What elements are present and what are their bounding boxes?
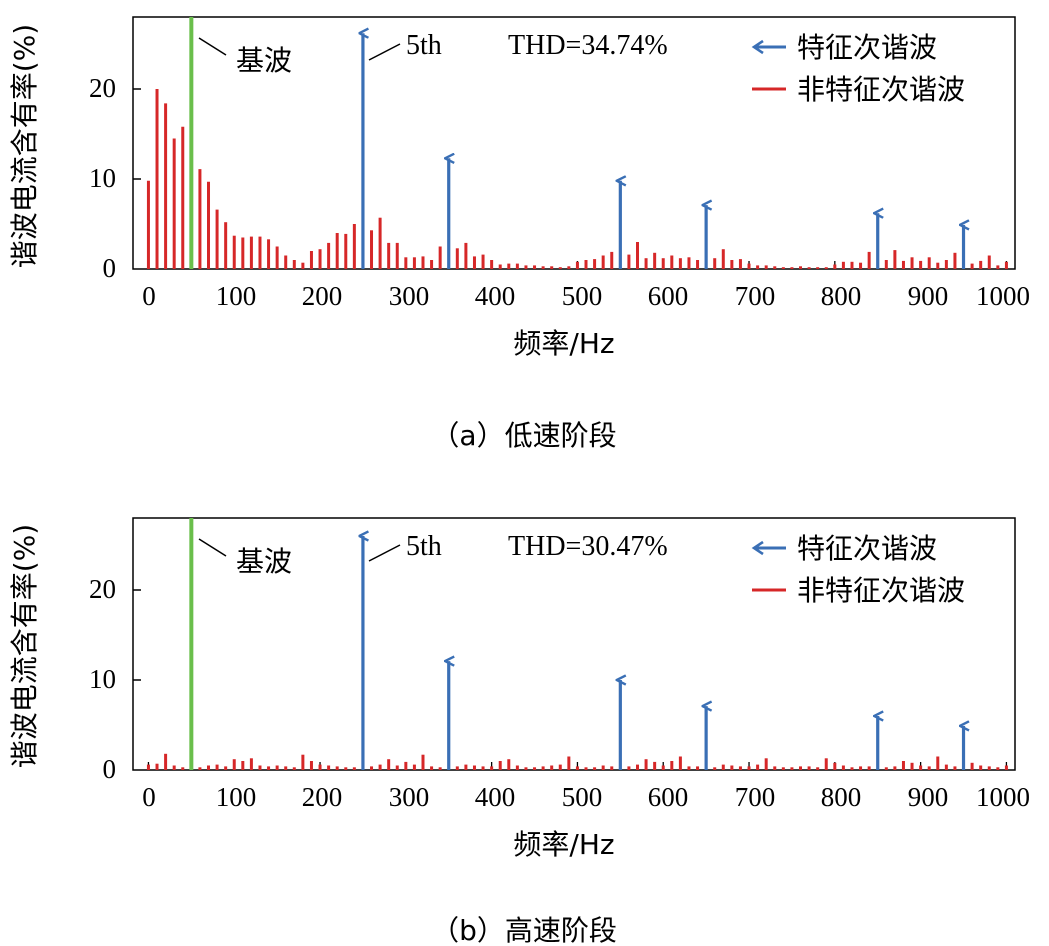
y-ticks: 0 10 20 [89,73,141,283]
x-tick-label: 700 [735,281,776,311]
x-tick-label: 200 [302,281,343,311]
legend-label: 特征次谐波 [797,532,937,565]
legend: 特征次谐波 非特征次谐波 [751,532,965,607]
y-tick-label: 10 [89,664,116,694]
x-tick-label: 1000 [976,281,1030,311]
thd-value: THD=30.47% [508,531,668,562]
panel-caption: （a）低速阶段 [431,419,616,452]
fifth-harmonic-leader [368,544,401,562]
fundamental-label: 基波 [236,545,292,578]
fundamental-leader [198,37,227,56]
legend-arrowhead-icon [751,39,764,55]
x-tick-label: 1000 [976,782,1030,812]
x-axis-label: 频率/Hz [513,327,614,360]
x-tick-label: 800 [821,281,862,311]
y-tick-label: 0 [103,754,117,784]
legend: 特征次谐波 非特征次谐波 [751,31,965,106]
legend-label: 非特征次谐波 [797,574,965,607]
panel-high-speed: 0 10 20 0 100 200 300 400 500 600 700 80… [8,517,1030,946]
x-ticks: 0 100 200 300 400 500 600 700 800 900 10… [142,281,1030,311]
x-tick-label: 500 [562,281,603,311]
x-tick-label: 200 [302,782,343,812]
x-tick-label: 100 [216,281,257,311]
x-tick-label: 100 [216,782,257,812]
panel-caption: （b）高速阶段 [431,914,617,946]
fifth-harmonic-label: 5th [406,531,442,562]
x-axis-label: 频率/Hz [513,828,614,861]
x-tick-label: 300 [389,281,430,311]
x-ticks: 0 100 200 300 400 500 600 700 800 900 10… [142,782,1030,812]
y-axis-label: 谐波电流含有率(%) [8,524,41,768]
y-tick-label: 20 [89,574,116,604]
y-tick-label: 10 [89,163,116,193]
x-tick-label: 600 [648,782,689,812]
y-tick-label: 20 [89,73,116,103]
thd-value: THD=34.74% [508,30,668,61]
x-tick-label: 900 [908,782,949,812]
y-tick-label: 0 [103,253,117,283]
x-tick-label: 0 [142,281,156,311]
x-tick-label: 700 [735,782,776,812]
x-tick-label: 300 [389,782,430,812]
x-tick-label: 500 [562,782,603,812]
legend-characteristic: 特征次谐波 [751,31,937,64]
legend-arrowhead-icon [751,540,764,556]
x-tick-label: 400 [475,281,516,311]
x-tick-label: 0 [142,782,156,812]
x-tick-label: 400 [475,782,516,812]
legend-characteristic: 特征次谐波 [751,532,937,565]
y-ticks: 0 10 20 [89,574,141,784]
fifth-harmonic-leader [368,43,401,61]
fundamental-label: 基波 [236,44,292,77]
x-tick-label: 900 [908,281,949,311]
plot-frame [132,517,1016,771]
legend-label: 特征次谐波 [797,31,937,64]
plot-frame [132,16,1016,270]
bar-series-group [146,518,1008,770]
y-axis-label: 谐波电流含有率(%) [8,24,41,268]
x-tick-label: 800 [821,782,862,812]
legend-label: 非特征次谐波 [797,73,965,106]
legend-noncharacteristic: 非特征次谐波 [752,574,965,607]
fundamental-leader [198,538,227,557]
legend-noncharacteristic: 非特征次谐波 [752,73,965,106]
bar-series-group [146,17,1008,269]
x-tick-label: 600 [648,281,689,311]
panel-low-speed: 0 10 20 0 100 200 300 400 500 600 700 80… [8,16,1030,452]
fifth-harmonic-label: 5th [406,30,442,61]
